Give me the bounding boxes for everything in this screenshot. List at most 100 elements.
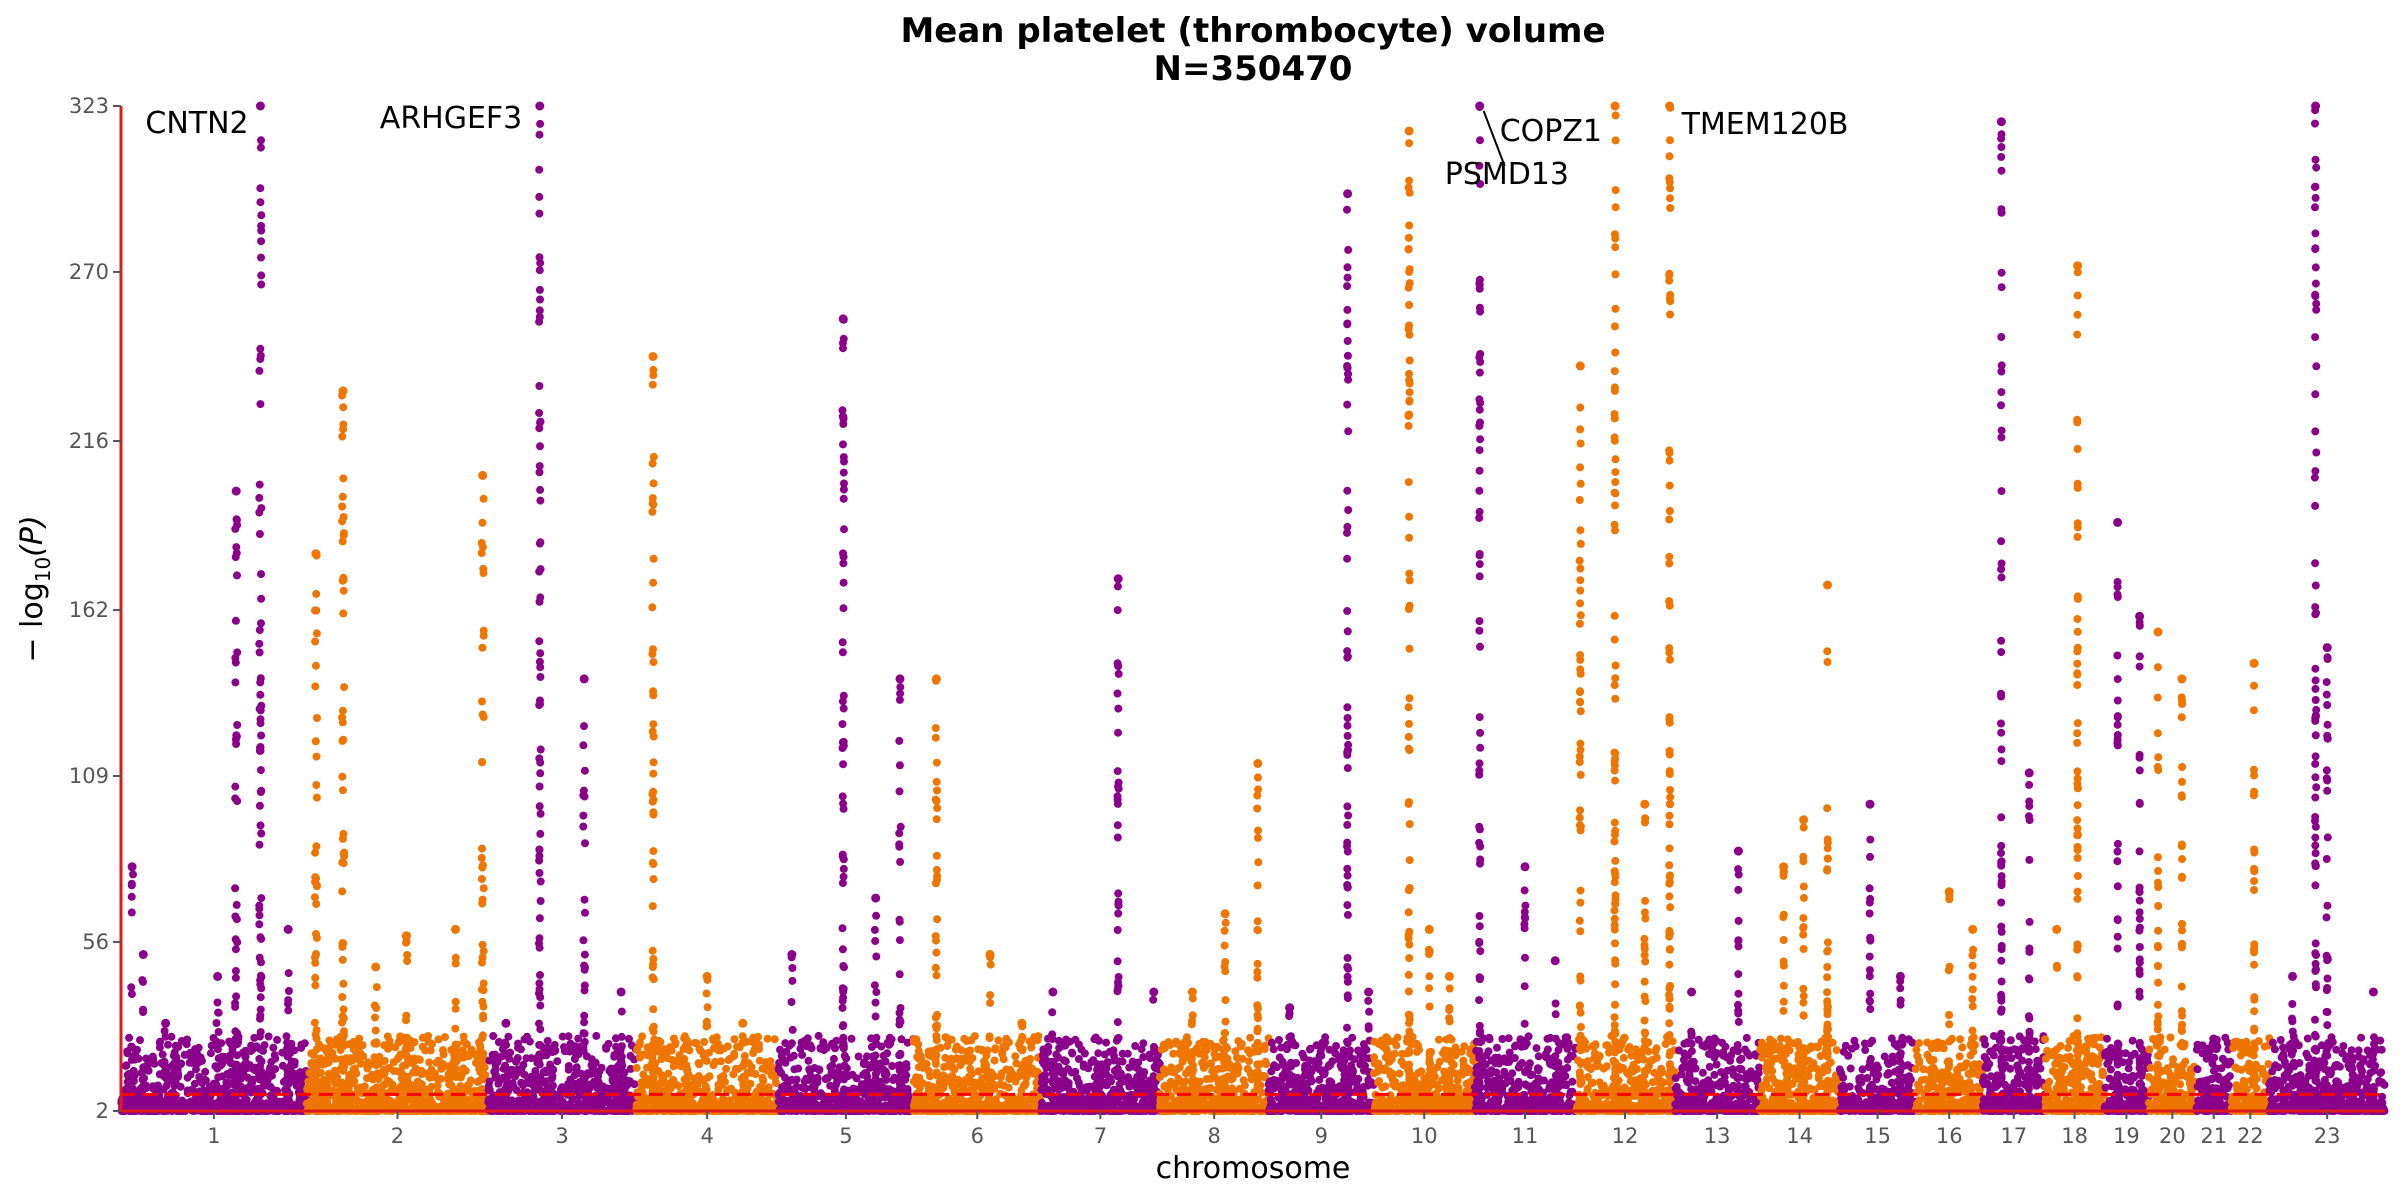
data-point [122,1061,131,1070]
data-point [413,1100,422,1109]
data-point [838,638,847,647]
data-point [838,697,847,706]
data-point [177,1037,186,1045]
data-point [433,1081,442,1090]
data-point [311,981,320,990]
data-point [521,1099,529,1108]
data-point [536,442,544,451]
data-point [256,1005,265,1014]
data-point [838,1003,847,1012]
data-point [411,1068,419,1077]
data-point [312,930,320,938]
data-point [839,604,848,613]
data-point [648,1043,657,1052]
data-point [297,1043,306,1052]
data-point [162,1101,170,1110]
data-point [797,1038,806,1047]
data-point [932,971,941,980]
data-point [478,875,486,883]
data-point [217,1052,226,1061]
data-point [247,1080,256,1089]
data-point [535,209,544,218]
data-point [218,1059,227,1068]
data-point [201,1067,210,1076]
data-point [774,1065,783,1073]
data-point [536,897,545,905]
data-point [502,1051,511,1060]
data-point [1027,1043,1036,1052]
data-point [185,1058,194,1067]
data-point [231,616,240,625]
data-point [839,344,847,353]
data-point [338,537,347,546]
data-point [338,955,347,964]
data-point [371,1013,379,1022]
data-point [838,648,847,657]
data-point [310,893,319,902]
data-point [648,858,657,867]
data-point [478,940,487,949]
data-point [462,1040,471,1049]
data-point [311,973,320,982]
data-point [915,1084,924,1093]
data-point [608,1075,617,1084]
data-point [536,538,545,547]
data-point [138,976,147,985]
peak-point [451,924,460,934]
data-point [257,211,266,220]
data-point [256,1028,265,1037]
data-point [649,975,658,984]
data-point [696,1074,705,1083]
data-point [579,741,588,750]
data-point [1026,1055,1035,1063]
data-point [798,1050,807,1059]
data-point [933,915,942,924]
data-point [649,732,658,741]
data-point [270,1051,279,1060]
data-point [648,507,657,516]
data-point [232,1060,241,1069]
data-point [232,900,241,909]
data-point [572,1063,581,1072]
data-point [441,1033,449,1042]
data-point [959,1078,967,1087]
data-point [896,857,905,866]
data-point [414,1084,423,1093]
data-point [839,468,848,477]
data-point [219,1084,228,1093]
data-point [492,1096,501,1105]
data-point [214,1099,223,1108]
chromosome-1-points [117,101,311,1115]
data-point [214,1039,222,1048]
data-point [932,851,941,860]
data-point [625,1077,634,1086]
data-point [829,1054,838,1063]
data-point [838,720,847,729]
data-point [249,1045,257,1053]
data-point [147,1058,155,1067]
data-point [852,1074,861,1083]
data-point [339,859,348,868]
data-point [550,1040,559,1049]
data-point [999,1055,1008,1064]
data-point [931,932,940,941]
data-point [867,1042,876,1051]
data-point [649,955,658,963]
data-point [991,1044,1000,1053]
data-point [1005,1072,1014,1081]
data-point [139,1063,148,1072]
data-point [138,1075,147,1084]
data-point [321,1083,330,1092]
data-point [339,1082,348,1091]
data-point [1017,1068,1026,1077]
data-point [395,1052,404,1061]
data-point [649,720,658,729]
data-point [403,1033,412,1042]
data-point [932,1068,941,1077]
data-point [872,952,881,961]
data-point [933,804,942,813]
data-point [338,993,347,1001]
data-point [256,344,265,353]
data-point [340,1041,349,1050]
data-point [427,1065,436,1074]
